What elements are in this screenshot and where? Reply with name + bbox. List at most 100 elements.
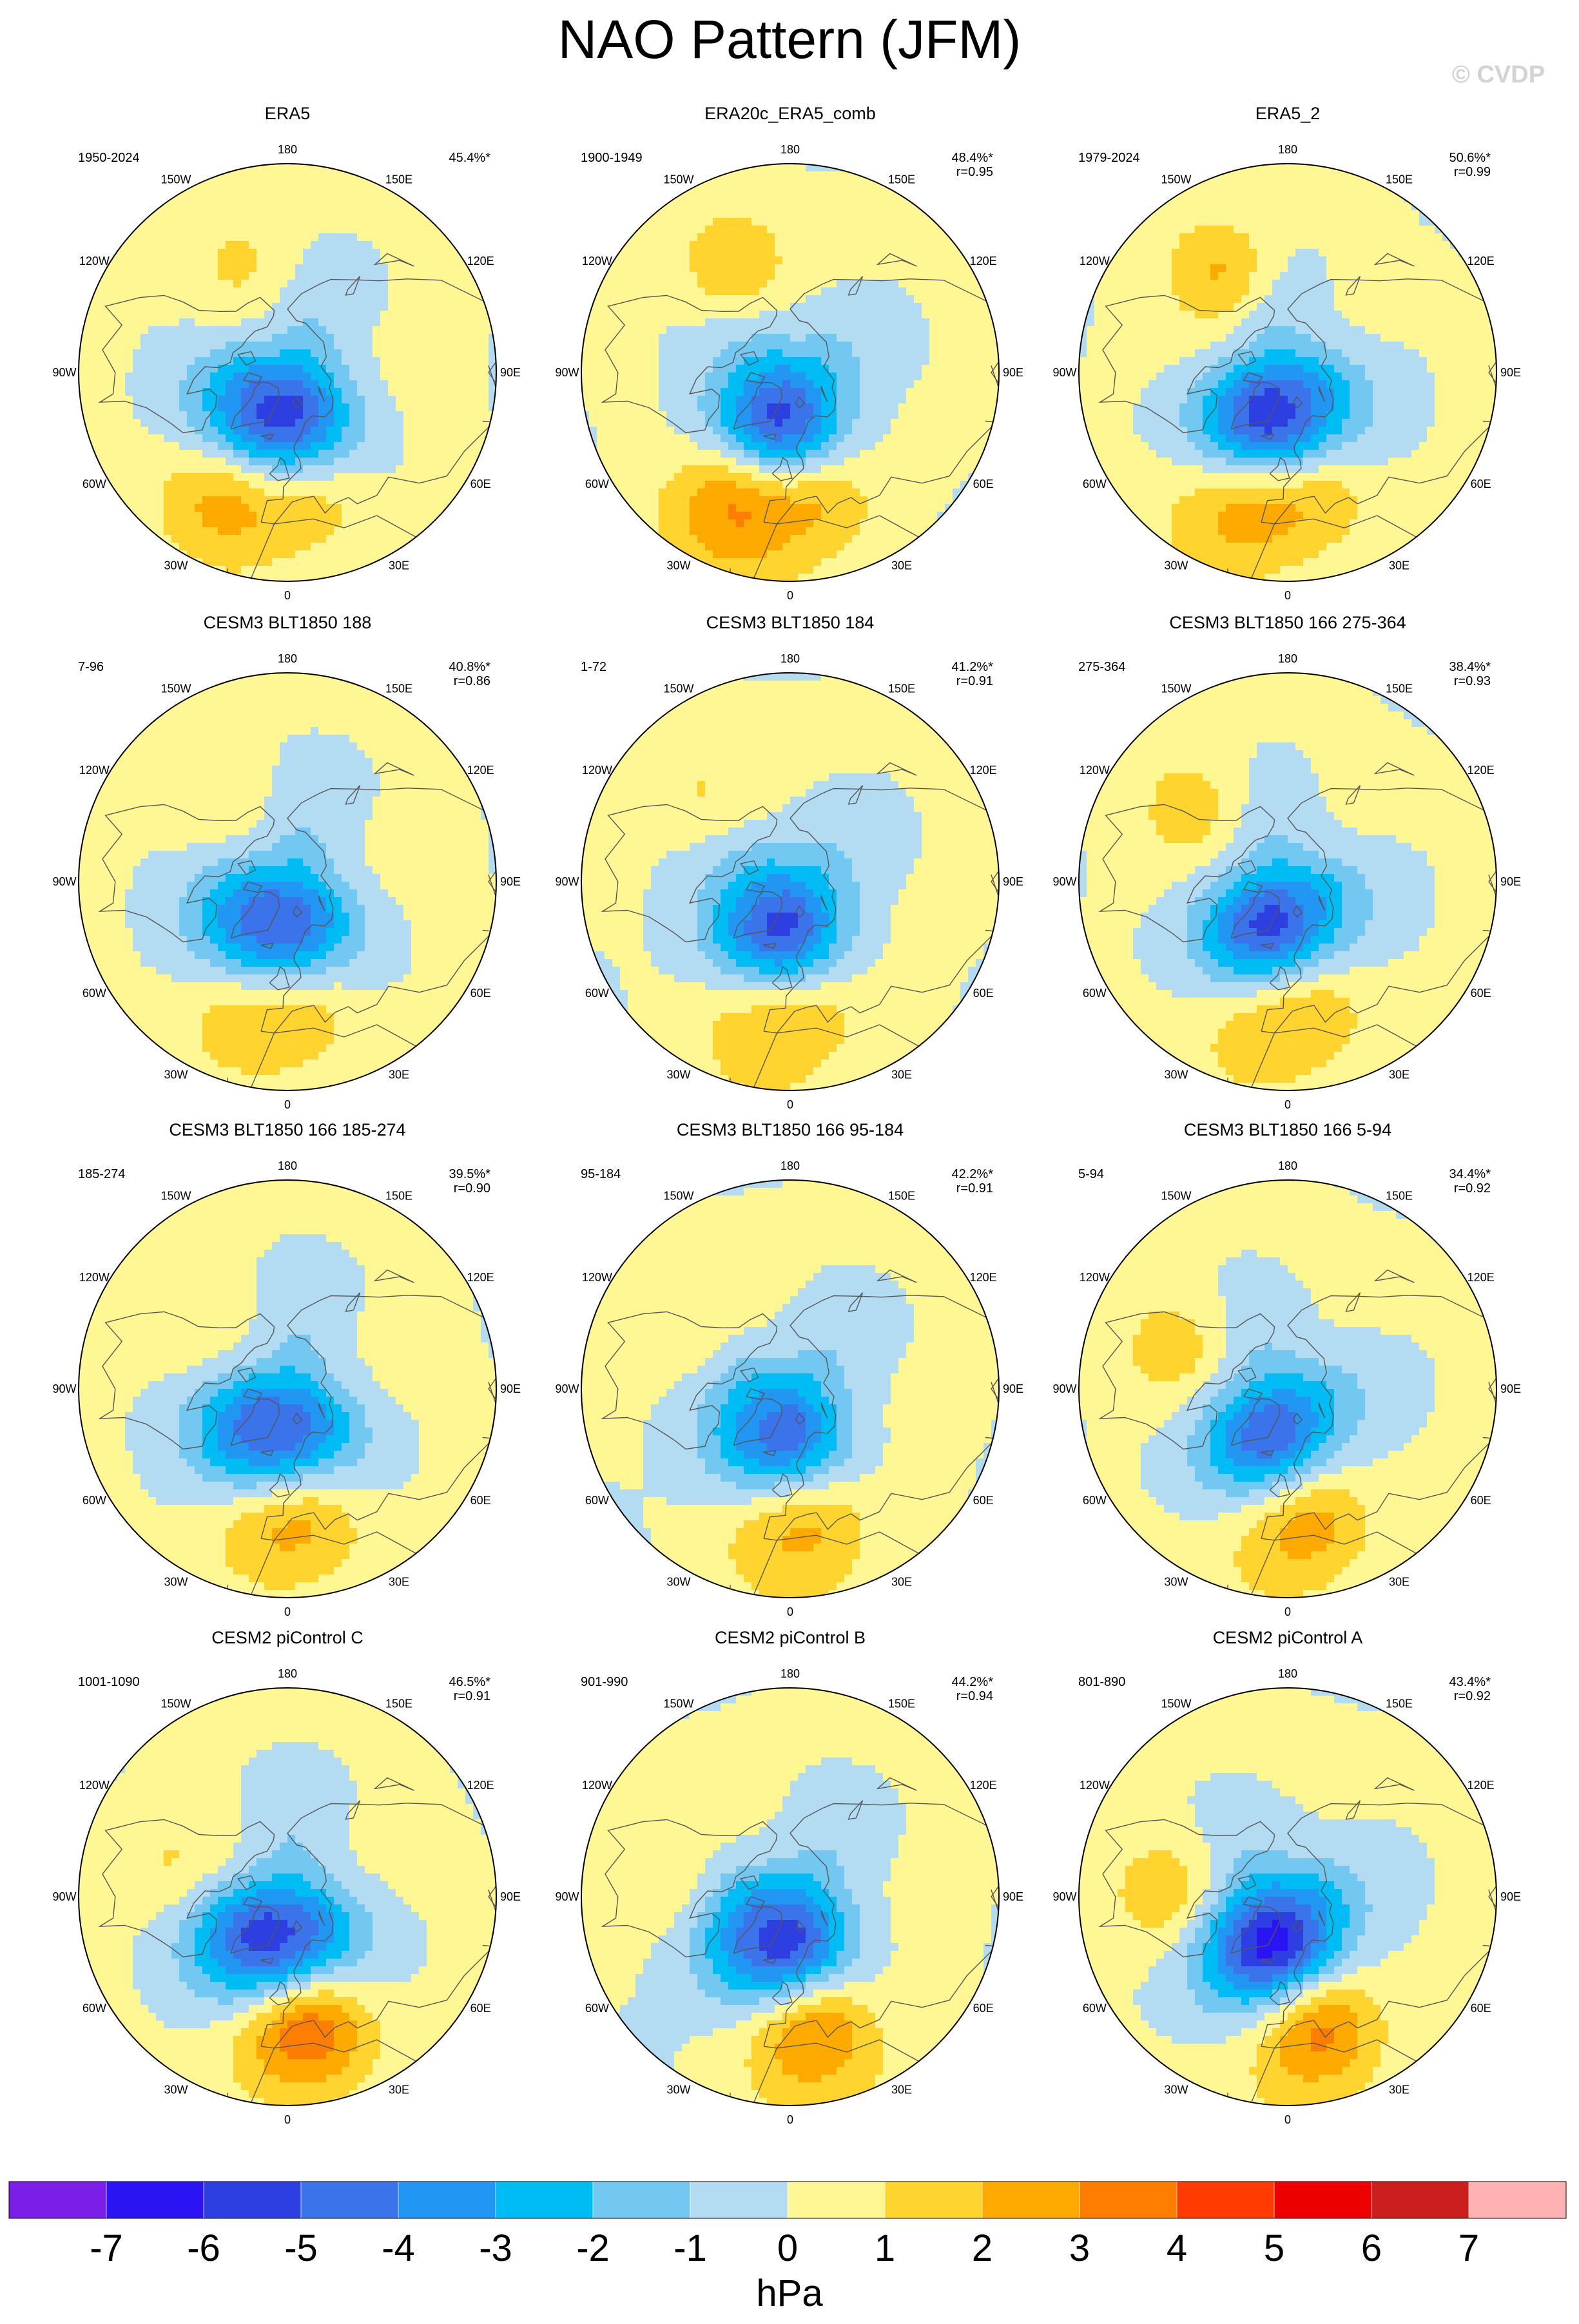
slp-contour-field — [1079, 1688, 1497, 2106]
longitude-label: 90E — [500, 1382, 521, 1395]
longitude-label: 60E — [1471, 2002, 1491, 2015]
colorbar-swatch — [204, 2182, 302, 2218]
longitude-label: 120W — [1080, 1271, 1110, 1284]
longitude-label: 150E — [888, 1189, 915, 1202]
coastlines — [601, 1777, 999, 2106]
panel-pattern-correlation: r=0.92 — [1454, 1181, 1491, 1196]
panel-years: 275-364 — [1078, 660, 1125, 674]
panel-variance-pct: 43.4%* — [1449, 1675, 1491, 1689]
coastlines — [98, 253, 496, 581]
longitude-label: 150E — [1386, 173, 1413, 186]
map-boundary — [78, 1687, 497, 2106]
longitude-label: 60E — [470, 987, 491, 1000]
longitude-label: 150E — [385, 682, 412, 695]
panel-title: ERA5 — [265, 104, 311, 123]
longitude-label: 60W — [585, 1494, 609, 1507]
colorbar-swatch — [788, 2182, 886, 2218]
coastlines — [601, 762, 999, 1090]
longitude-label: 180 — [1278, 1667, 1297, 1680]
longitude-label: 60W — [82, 478, 106, 490]
colorbar-tick-label: -5 — [284, 2227, 318, 2269]
longitude-label: 30E — [389, 1069, 409, 1081]
longitude-label: 30E — [891, 559, 912, 572]
longitude-label: 60W — [82, 987, 106, 1000]
longitude-label: 90E — [1003, 875, 1023, 888]
longitude-label: 120E — [1468, 1271, 1495, 1284]
longitude-labels: 180 150E 120E 90E 60E 30E 0 30W 60W 90W 120W 150W — [1052, 1159, 1521, 1618]
slp-contour-field — [79, 1180, 496, 1598]
longitude-label: 90W — [1052, 875, 1076, 888]
longitude-label: 60E — [1471, 1494, 1491, 1507]
map-boundary — [1078, 1179, 1497, 1598]
map-boundary — [581, 672, 1000, 1091]
longitude-label: 90W — [555, 1382, 579, 1395]
panel-years: 1-72 — [581, 660, 606, 674]
longitude-label: 60E — [1471, 478, 1491, 490]
longitude-label: 90E — [1500, 1382, 1521, 1395]
longitude-label: 30W — [164, 1069, 188, 1081]
longitude-label: 120W — [79, 255, 110, 267]
longitude-label: 150E — [385, 173, 412, 186]
slp-contour-field — [1079, 673, 1497, 1090]
longitude-labels: 180 150E 120E 90E 60E 30E 0 30W 60W 90W 120W 150W — [555, 652, 1023, 1111]
longitude-label: 0 — [284, 1605, 291, 1618]
colorbar-tick-label: 2 — [972, 2227, 993, 2269]
panel-title: CESM2 piControl A — [1213, 1628, 1363, 1647]
longitude-label: 60W — [1083, 1494, 1107, 1507]
panel-years: 801-890 — [1078, 1675, 1125, 1689]
longitude-label: 30W — [666, 2084, 690, 2096]
longitude-label: 90W — [555, 366, 579, 379]
longitude-label: 150W — [663, 682, 693, 695]
panel-variance-pct: 38.4%* — [1449, 660, 1491, 674]
colorbar-tick-label: -3 — [479, 2227, 512, 2269]
longitude-label: 90E — [500, 1890, 521, 1903]
longitude-label: 180 — [1278, 143, 1297, 156]
longitude-label: 150E — [385, 1189, 412, 1202]
longitude-label: 60E — [1471, 987, 1491, 1000]
panel-years: 1950-2024 — [78, 151, 140, 165]
longitude-label: 30W — [164, 1576, 188, 1589]
longitude-label: 90W — [1052, 1382, 1076, 1395]
panel-title: CESM3 BLT1850 188 — [204, 613, 372, 632]
map-boundary — [78, 163, 497, 582]
longitude-label: 30W — [164, 2084, 188, 2096]
panel-title: CESM3 BLT1850 166 275-364 — [1169, 613, 1406, 632]
longitude-label: 90E — [1003, 1890, 1023, 1903]
longitude-label: 150W — [160, 682, 191, 695]
panel-variance-pct: 42.2%* — [952, 1167, 994, 1181]
longitude-label: 150E — [1386, 1189, 1413, 1202]
longitude-label: 90W — [1052, 1890, 1076, 1903]
longitude-label: 120W — [79, 1271, 110, 1284]
map-boundary — [581, 163, 1000, 582]
colorbar-tick-label: -2 — [576, 2227, 610, 2269]
longitude-label: 60E — [973, 987, 994, 1000]
colorbar-tick-label: 4 — [1167, 2227, 1187, 2269]
longitude-label: 90E — [1500, 366, 1521, 379]
longitude-label: 150W — [160, 1189, 191, 1202]
longitude-label: 30E — [1389, 1576, 1409, 1589]
longitude-label: 120W — [79, 764, 110, 777]
longitude-label: 150W — [1161, 173, 1191, 186]
colorbar-tick-label: -7 — [90, 2227, 123, 2269]
coastlines — [98, 1777, 496, 2106]
credit-text: © CVDP — [1452, 61, 1545, 88]
longitude-label: 90W — [555, 875, 579, 888]
longitude-label: 120E — [970, 1779, 997, 1792]
panel-title: CESM3 BLT1850 166 95-184 — [677, 1120, 904, 1139]
colorbar-frame — [8, 2181, 1567, 2219]
longitude-label: 0 — [1284, 1098, 1291, 1111]
longitude-labels: 180 150E 120E 90E 60E 30E 0 30W 60W 90W 120W 150W — [1052, 652, 1521, 1111]
map-boundary — [78, 672, 497, 1091]
slp-contour-field — [79, 1688, 496, 2106]
panel-pattern-correlation: r=0.90 — [454, 1181, 490, 1196]
longitude-label: 60E — [973, 1494, 994, 1507]
colorbar-swatch — [885, 2182, 983, 2218]
longitude-label: 0 — [787, 2113, 793, 2126]
longitude-labels: 180 150E 120E 90E 60E 30E 0 30W 60W 90W 120W 150W — [555, 1159, 1023, 1618]
longitude-label: 150E — [888, 1697, 915, 1710]
coastlines — [1098, 1269, 1497, 1598]
longitude-label: 30E — [389, 1576, 409, 1589]
panel-years: 901-990 — [581, 1675, 628, 1689]
coastlines — [1098, 253, 1497, 581]
colorbar-swatch — [9, 2182, 107, 2218]
